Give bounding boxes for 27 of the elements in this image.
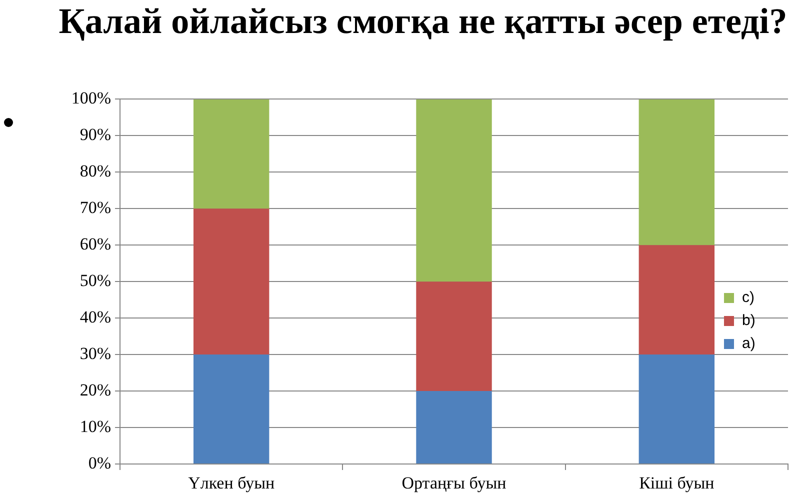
y-tick-label: 70% — [80, 198, 111, 218]
bar — [416, 391, 492, 464]
x-tick-label: Ортаңғы буын — [402, 474, 506, 493]
y-tick-label: 80% — [80, 162, 111, 181]
y-tick-label: 90% — [80, 125, 111, 144]
bar — [416, 99, 492, 282]
y-tick-label: 60% — [80, 234, 111, 254]
y-tick-label: 20% — [80, 380, 111, 400]
bar — [193, 208, 270, 355]
legend-label: b) — [742, 312, 756, 329]
y-tick-label: 10% — [80, 416, 111, 436]
y-tick-label: 0% — [88, 453, 111, 472]
legend-label: a) — [742, 335, 756, 352]
legend-label: c) — [742, 289, 754, 306]
bar — [416, 282, 492, 392]
bar — [638, 245, 715, 355]
y-tick-label: 100% — [71, 88, 111, 108]
y-tick-label: 50% — [80, 271, 111, 290]
y-tick-label: 40% — [80, 308, 111, 327]
bar — [638, 99, 715, 246]
bar — [638, 354, 715, 464]
x-tick-label: Үлкен буын — [188, 474, 275, 493]
bar — [193, 354, 270, 464]
y-tick-label: 30% — [80, 344, 111, 364]
bar — [193, 99, 270, 209]
chart-title: Қалай ойлайсыз смогқа не қатты әсер етеді? — [58, 0, 788, 42]
x-tick-label: Кіші буын — [639, 474, 714, 493]
